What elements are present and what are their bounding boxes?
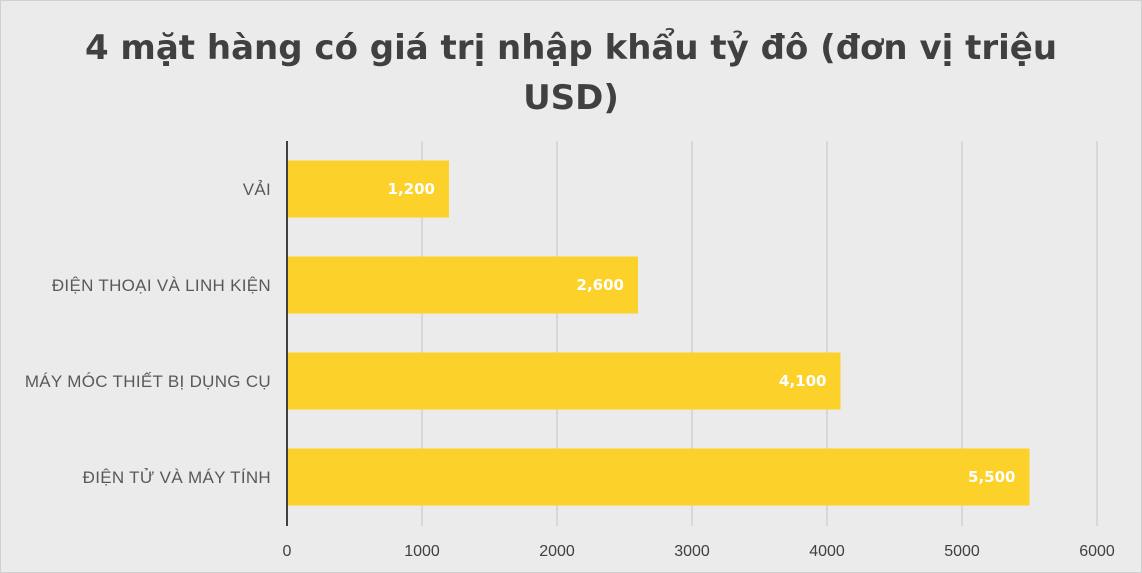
x-tick-label-2000: 2000 (539, 543, 575, 560)
x-tick-label-5000: 5000 (944, 543, 980, 560)
data-label-2: 4,100 (779, 372, 826, 390)
category-label-0: VẢI (243, 180, 271, 199)
data-label-1: 2,600 (577, 276, 624, 294)
x-tick-label-1000: 1000 (404, 543, 440, 560)
x-tick-label-6000: 6000 (1079, 543, 1115, 560)
bar-1 (287, 256, 638, 314)
data-label-0: 1,200 (388, 180, 435, 198)
bar-0 (287, 160, 449, 218)
bar-2 (287, 352, 841, 410)
bar-3 (287, 448, 1030, 506)
x-tick-label-0: 0 (283, 543, 292, 560)
chart-title-line-1: 4 mặt hàng có giá trị nhập khẩu tỷ đô (đ… (84, 28, 1058, 68)
category-label-1: ĐIỆN THOẠI VÀ LINH KIỆN (52, 276, 271, 295)
x-tick-label-3000: 3000 (674, 543, 710, 560)
chart-title-line-2: USD) (523, 78, 619, 118)
category-label-3: ĐIỆN TỬ VÀ MÁY TÍNH (83, 468, 271, 487)
data-label-3: 5,500 (968, 468, 1015, 486)
chart-title: 4 mặt hàng có giá trị nhập khẩu tỷ đô (đ… (1, 23, 1141, 123)
x-tick-label-4000: 4000 (809, 543, 845, 560)
category-label-2: MÁY MÓC THIẾT BỊ DỤNG CỤ (25, 372, 271, 391)
